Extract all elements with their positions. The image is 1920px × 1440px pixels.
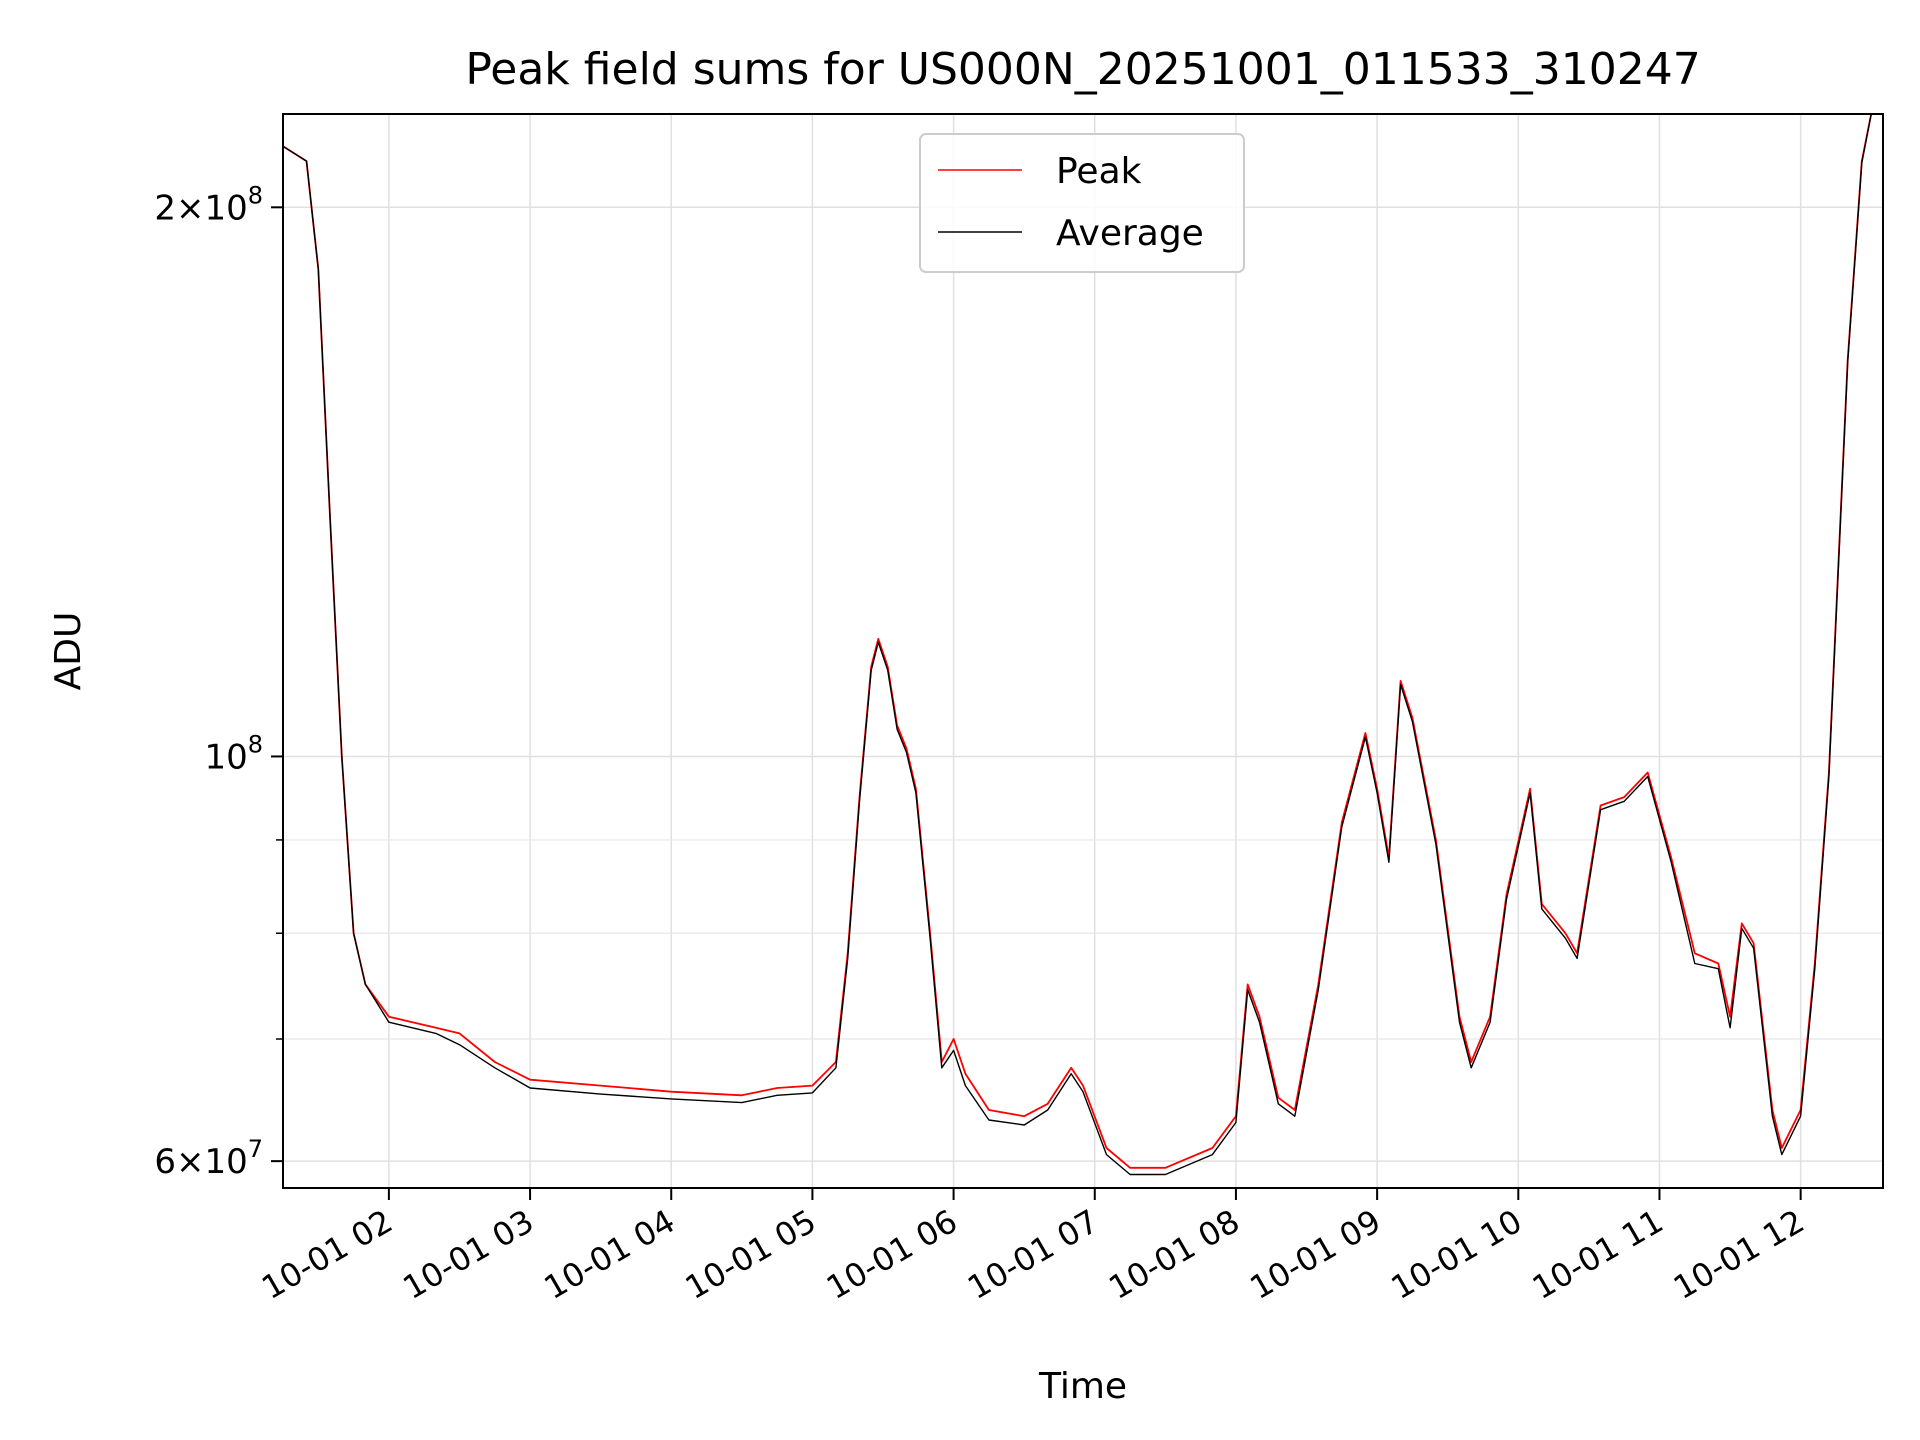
chart-title: Peak field sums for US000N_20251001_0115… (465, 44, 1700, 95)
legend-label-average: Average (1056, 213, 1204, 254)
y-tick-label: 6×107 (154, 1135, 263, 1182)
y-tick-label: 108 (204, 730, 263, 777)
legend: Peak Average (919, 133, 1245, 273)
legend-label-peak: Peak (1056, 151, 1142, 192)
y-tick-exponent: 8 (248, 181, 263, 209)
y-tick-exponent: 8 (248, 730, 263, 758)
y-tick-base: 2×10 (154, 188, 247, 228)
legend-box (919, 133, 1245, 273)
y-tick-label: 2×108 (154, 181, 263, 228)
y-tick-base: 6×10 (154, 1142, 247, 1182)
y-tick-exponent: 7 (248, 1135, 263, 1163)
y-tick-base: 10 (204, 737, 247, 777)
plot-frame (282, 113, 1884, 1189)
series-line-average (282, 113, 1872, 1176)
y-axis-label: ADU (48, 612, 89, 691)
x-axis-label: Time (1038, 1366, 1127, 1407)
series-line-peak (282, 113, 1873, 1169)
plot-series (282, 113, 1873, 1176)
